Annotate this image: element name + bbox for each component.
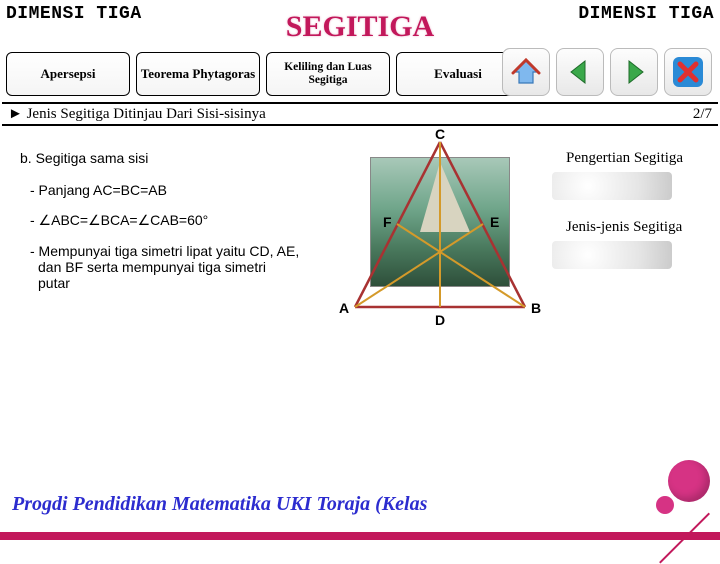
sidebar-link-pengertian[interactable]: Pengertian Segitiga: [566, 150, 706, 167]
corner-title-left: DIMENSI TIGA: [6, 4, 142, 24]
tab-apersepsi[interactable]: Apersepsi: [6, 52, 130, 96]
bullet-3: - Mempunyai tiga simetri lipat yaitu CD,…: [30, 243, 300, 291]
page-counter: 2/7: [693, 106, 712, 123]
sidebar-thumb: [552, 241, 672, 269]
vertex-label-B: B: [531, 300, 541, 316]
content-body: b. Segitiga sama sisi - Panjang AC=BC=AB…: [20, 150, 300, 305]
section-title: ► Jenis Segitiga Ditinjau Dari Sisi-sisi…: [8, 106, 266, 123]
vertex-label-C: C: [435, 126, 445, 142]
tab-keliling[interactable]: Keliling dan Luas Segitiga: [266, 52, 390, 96]
close-icon: [671, 55, 705, 89]
next-icon: [619, 57, 649, 87]
tab-bar: Apersepsi Teorema Phytagoras Keliling da…: [0, 52, 520, 96]
triangle-svg: [335, 132, 545, 332]
close-button[interactable]: [664, 48, 712, 96]
next-button[interactable]: [610, 48, 658, 96]
prev-button[interactable]: [556, 48, 604, 96]
footer-text: Progdi Pendidikan Matematika UKI Toraja …: [12, 493, 427, 516]
corner-title-right: DIMENSI TIGA: [578, 4, 714, 24]
sidebar-thumb: [552, 172, 672, 200]
sidebar-link-label: Jenis-jenis Segitiga: [566, 219, 682, 235]
home-button[interactable]: [502, 48, 550, 96]
section-header: ► Jenis Segitiga Ditinjau Dari Sisi-sisi…: [2, 102, 718, 126]
sidebar: Pengertian Segitiga Jenis-jenis Segitiga: [566, 150, 706, 288]
vertex-label-A: A: [339, 300, 349, 316]
triangle-figure: ABCDEF: [335, 132, 545, 332]
nav-icon-bar: [502, 48, 712, 96]
vertex-label-E: E: [490, 214, 499, 230]
bullet-1: - Panjang AC=BC=AB: [30, 182, 300, 198]
prev-icon: [565, 57, 595, 87]
bullet-2: - ∠ABC=∠BCA=∠CAB=60°: [30, 212, 300, 229]
footer-decoration: [650, 454, 710, 514]
page-title: SEGITIGA: [286, 10, 434, 44]
content-heading: b. Segitiga sama sisi: [20, 150, 300, 166]
vertex-label-D: D: [435, 312, 445, 328]
tab-teorema[interactable]: Teorema Phytagoras: [136, 52, 260, 96]
sidebar-link-label: Pengertian Segitiga: [566, 150, 683, 166]
sidebar-link-jenis[interactable]: Jenis-jenis Segitiga: [566, 219, 706, 236]
vertex-label-F: F: [383, 214, 392, 230]
home-icon: [511, 57, 541, 87]
